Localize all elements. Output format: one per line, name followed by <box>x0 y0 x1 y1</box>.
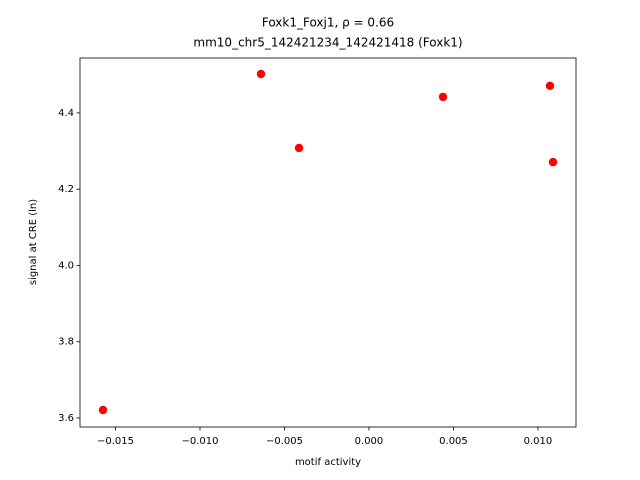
y-tick-label: 4.4 <box>58 108 74 119</box>
x-tick-label: −0.015 <box>97 436 134 447</box>
y-axis-label: signal at CRE (ln) <box>28 199 39 285</box>
x-tick-label: −0.005 <box>266 436 303 447</box>
point <box>256 69 266 79</box>
chart-title: Foxk1_Foxj1, ρ = 0.66 <box>262 16 394 30</box>
point <box>294 143 304 153</box>
plot-frame <box>79 57 577 428</box>
point <box>548 157 558 167</box>
y-tick-label: 4.0 <box>58 260 74 271</box>
x-tick-label: 0.005 <box>439 436 468 447</box>
x-tick-label: 0.000 <box>355 436 384 447</box>
chart-subtitle: mm10_chr5_142421234_142421418 (Foxk1) <box>193 36 462 50</box>
x-tick-label: −0.010 <box>181 436 218 447</box>
x-axis-label: motif activity <box>295 457 361 468</box>
x-tick-label: 0.010 <box>524 436 553 447</box>
point <box>545 81 555 91</box>
y-tick-label: 3.6 <box>58 413 74 424</box>
point <box>98 405 108 415</box>
y-tick-label: 4.2 <box>58 184 74 195</box>
y-tick-label: 3.8 <box>58 337 74 348</box>
point <box>438 92 448 102</box>
